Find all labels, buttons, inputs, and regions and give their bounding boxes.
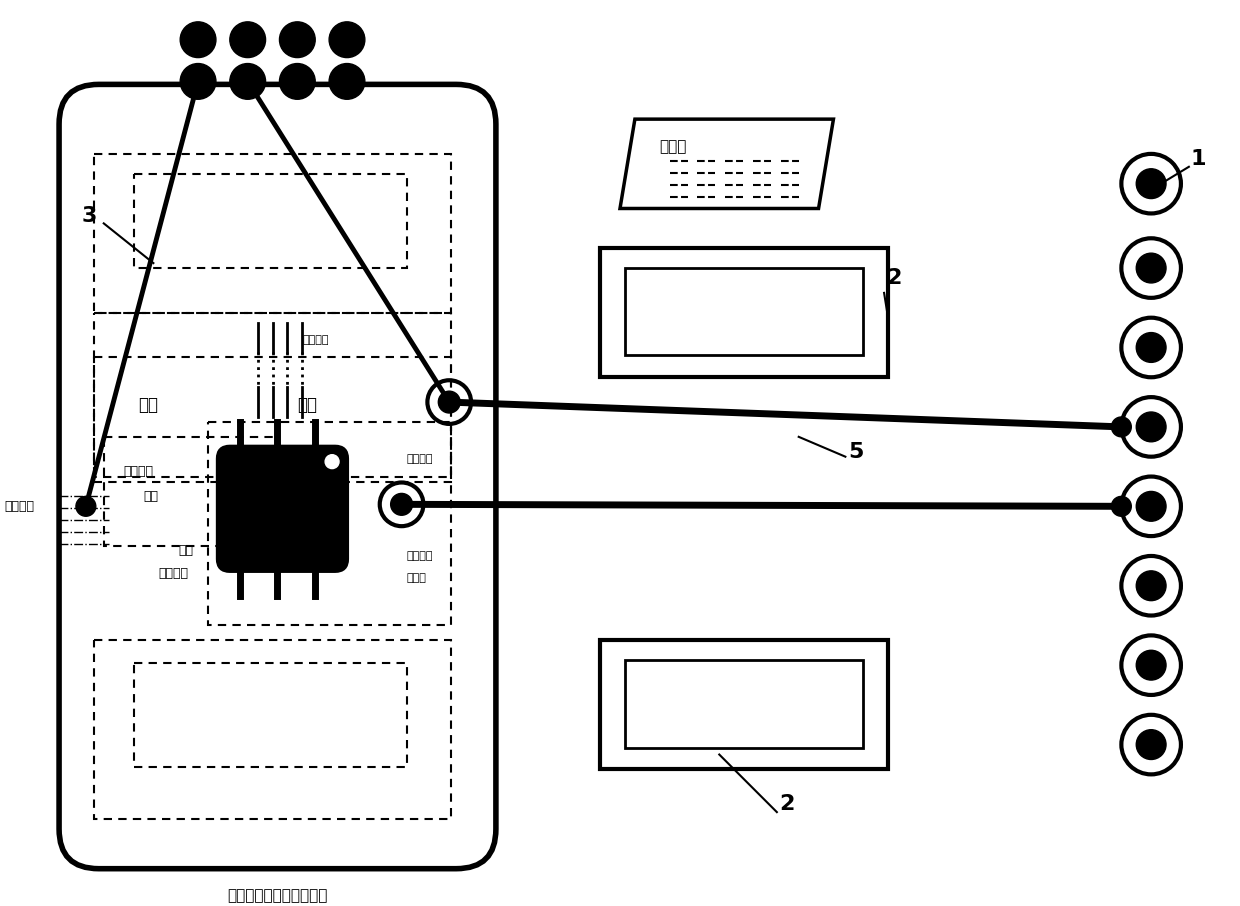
Text: 5: 5: [848, 442, 864, 462]
Bar: [625, 660, 863, 747]
Circle shape: [229, 22, 265, 58]
Bar: [600, 641, 888, 769]
Bar: [94, 357, 451, 477]
Text: 电路关头: 电路关头: [159, 567, 188, 581]
Text: 数字接口: 数字接口: [303, 334, 329, 344]
Circle shape: [229, 63, 265, 100]
Text: 3: 3: [82, 207, 97, 226]
Circle shape: [1136, 169, 1166, 198]
Text: 射频模块: 射频模块: [283, 497, 312, 511]
Bar: [134, 174, 407, 268]
Text: 模块: 模块: [144, 490, 159, 503]
Text: 探测器: 探测器: [407, 573, 427, 583]
Bar: [625, 268, 863, 355]
Text: 2: 2: [887, 268, 901, 288]
Text: 片外接口单元（测试板）: 片外接口单元（测试板）: [227, 889, 327, 903]
Text: 射频接口: 射频接口: [407, 454, 433, 464]
Text: 信号线: 信号线: [660, 140, 687, 154]
Circle shape: [76, 496, 95, 516]
Bar: [104, 437, 278, 546]
Text: 1: 1: [1190, 149, 1207, 169]
Text: 射频功率: 射频功率: [407, 551, 433, 561]
Circle shape: [1136, 253, 1166, 283]
Text: 模拟接口: 模拟接口: [5, 500, 35, 513]
Circle shape: [1136, 333, 1166, 362]
Circle shape: [1136, 651, 1166, 680]
Polygon shape: [620, 119, 833, 208]
Circle shape: [1111, 496, 1131, 516]
Text: 射频: 射频: [179, 545, 193, 557]
Circle shape: [279, 22, 315, 58]
Circle shape: [279, 63, 315, 100]
Circle shape: [1136, 412, 1166, 442]
Circle shape: [1111, 417, 1131, 437]
Text: 2: 2: [779, 795, 795, 814]
Circle shape: [438, 391, 460, 413]
Bar: [208, 422, 451, 625]
FancyBboxPatch shape: [218, 447, 347, 571]
Text: 电源偏置: 电源偏置: [124, 465, 154, 478]
Circle shape: [325, 455, 339, 468]
Text: 模块: 模块: [298, 396, 317, 414]
Circle shape: [180, 22, 216, 58]
Circle shape: [180, 63, 216, 100]
Bar: [134, 663, 407, 767]
Bar: [94, 313, 451, 481]
Bar: [94, 641, 451, 819]
Circle shape: [1136, 491, 1166, 521]
Text: 校准: 校准: [139, 396, 159, 414]
Bar: [600, 248, 888, 377]
Circle shape: [329, 22, 365, 58]
Bar: [94, 154, 451, 313]
Circle shape: [1136, 729, 1166, 759]
Circle shape: [391, 494, 413, 516]
Circle shape: [1136, 571, 1166, 601]
Circle shape: [329, 63, 365, 100]
